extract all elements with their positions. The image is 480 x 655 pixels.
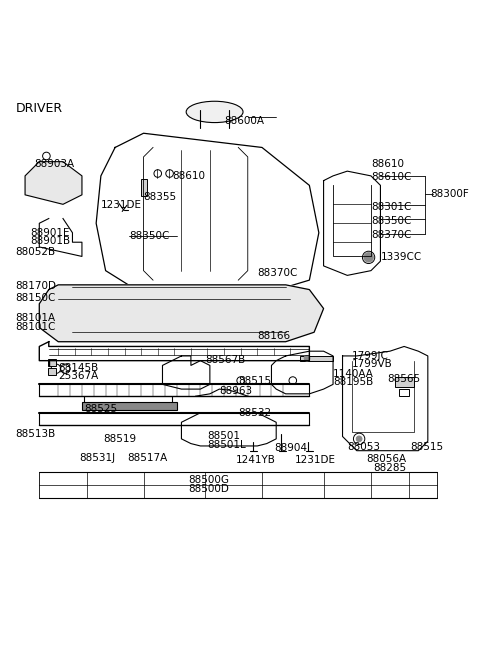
Text: 1231DE: 1231DE	[295, 455, 336, 465]
Text: 88052B: 88052B	[16, 247, 56, 257]
Bar	[141, 179, 147, 196]
Text: 88170D: 88170D	[16, 281, 57, 291]
Text: 88532: 88532	[238, 408, 271, 418]
Text: 88565: 88565	[387, 373, 420, 384]
Text: 1799VB: 1799VB	[352, 360, 393, 369]
Bar	[82, 402, 177, 411]
Text: 1140AA: 1140AA	[333, 369, 374, 379]
Circle shape	[304, 356, 310, 361]
Text: 88531J: 88531J	[80, 453, 116, 463]
Text: 88515: 88515	[238, 375, 271, 386]
Bar	[399, 389, 409, 396]
Bar	[48, 367, 56, 375]
Text: 25367A: 25367A	[58, 371, 98, 381]
Text: 88501L: 88501L	[207, 440, 246, 450]
Circle shape	[364, 253, 373, 262]
Text: 88610C: 88610C	[371, 172, 411, 182]
Text: 88517A: 88517A	[127, 453, 167, 463]
Bar	[395, 377, 414, 386]
Text: 88301C: 88301C	[371, 202, 411, 212]
Text: 88053: 88053	[347, 442, 380, 452]
Polygon shape	[39, 285, 324, 342]
Text: 88056A: 88056A	[366, 454, 407, 464]
Text: 88903A: 88903A	[35, 159, 75, 169]
Text: 88355: 88355	[144, 192, 177, 202]
Text: 1799JC: 1799JC	[352, 351, 389, 361]
Ellipse shape	[186, 102, 243, 122]
Text: 88904: 88904	[274, 443, 307, 453]
Text: 88500G: 88500G	[189, 475, 229, 485]
Text: 88195B: 88195B	[333, 377, 373, 388]
Text: 88519: 88519	[103, 434, 136, 444]
Text: 88370C: 88370C	[257, 268, 298, 278]
Bar	[48, 359, 56, 366]
Text: 88501: 88501	[207, 432, 240, 441]
Text: 88567B: 88567B	[205, 355, 245, 365]
Text: 88101C: 88101C	[16, 322, 56, 332]
Text: 88350C: 88350C	[129, 231, 170, 241]
Text: 88901E: 88901E	[30, 228, 69, 238]
Bar	[300, 356, 333, 361]
Text: 88515: 88515	[410, 442, 443, 452]
Text: 88101A: 88101A	[16, 314, 56, 324]
Text: 88513B: 88513B	[16, 429, 56, 439]
Text: 88500D: 88500D	[189, 483, 229, 494]
Text: 88350C: 88350C	[371, 216, 411, 226]
Text: 88166: 88166	[257, 331, 290, 341]
Text: 88150C: 88150C	[16, 293, 56, 303]
Text: 88963: 88963	[219, 386, 252, 396]
Text: 88610: 88610	[371, 159, 404, 169]
Text: 88285: 88285	[373, 462, 407, 473]
Text: 88610: 88610	[172, 171, 205, 181]
Text: 88145B: 88145B	[58, 363, 98, 373]
Text: 88370C: 88370C	[371, 230, 411, 240]
Text: 1339CC: 1339CC	[381, 252, 422, 263]
Text: 1231DE: 1231DE	[101, 200, 142, 210]
Text: 88300F: 88300F	[430, 189, 469, 199]
Text: 88525: 88525	[84, 404, 118, 414]
Circle shape	[356, 436, 362, 441]
Text: 1241YB: 1241YB	[236, 455, 276, 465]
Polygon shape	[25, 162, 82, 204]
Text: 88600A: 88600A	[224, 117, 264, 126]
Text: DRIVER: DRIVER	[16, 102, 63, 115]
Text: 88901B: 88901B	[30, 236, 70, 246]
